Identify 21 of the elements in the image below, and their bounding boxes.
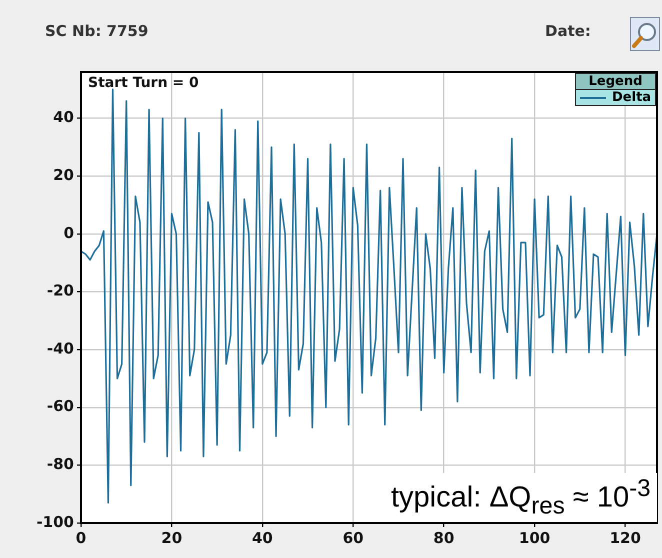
y-tick-label: -60 [46,397,74,416]
text: SC Nb: 7759 [45,22,148,40]
x-tick-label: 120 [610,528,641,547]
x-tick-label: 40 [252,528,273,547]
x-tick-label: 60 [342,528,364,547]
y-tick-label: -80 [46,455,74,474]
x-tick-label: 0 [76,528,86,547]
y-tick-label: 0 [64,224,74,242]
text: Date: [545,22,591,40]
y-tick-label: -40 [46,339,74,358]
y-tick-label: -20 [46,282,74,300]
legend-title: Legend [576,74,656,90]
annotation: Start Turn = 0 [88,75,199,91]
x-tick-label: 20 [161,528,182,547]
y-tick-label: -100 [36,512,74,531]
annotation: typical: ΔQ$_{res}$ ≈ 10$^{-3}$ [385,473,657,522]
y-tick-label: 40 [53,108,74,126]
x-tick-label: 80 [433,528,454,547]
legend-label: Delta [612,90,652,105]
y-tick-label: 20 [53,166,74,184]
x-tick-label: 100 [518,528,550,547]
